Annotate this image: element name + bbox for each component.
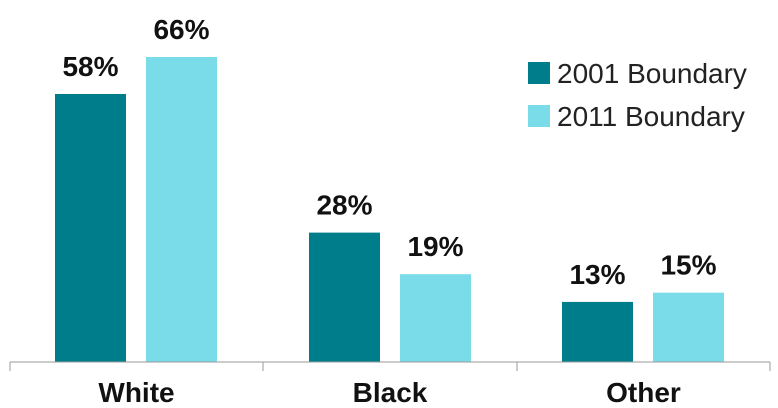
bar-black-series-1	[309, 232, 380, 362]
data-label-white-series-2: 66%	[153, 14, 209, 45]
data-label-black-series-1: 28%	[316, 190, 372, 221]
bar-white-series-2	[146, 57, 217, 362]
data-label-white-series-1: 58%	[62, 51, 118, 82]
bars-layer	[55, 57, 724, 362]
legend: 2001 Boundary 2011 Boundary	[528, 58, 747, 132]
x-tick-label-black: Black	[353, 377, 428, 408]
legend-label-series-2: 2011 Boundary	[557, 101, 745, 132]
x-tick-label-white: White	[98, 377, 174, 408]
bar-other-series-1	[562, 301, 633, 362]
x-axis: White Black Other	[9, 361, 771, 408]
bar-other-series-2	[653, 292, 724, 362]
legend-swatch-series-2	[528, 105, 550, 127]
data-label-other-series-1: 13%	[569, 259, 625, 290]
data-label-other-series-2: 15%	[660, 250, 716, 281]
data-label-black-series-2: 19%	[407, 231, 463, 262]
bar-white-series-1	[55, 93, 126, 362]
data-labels-layer: 58% 66% 28% 19% 13% 15%	[62, 14, 716, 290]
bar-black-series-2	[400, 274, 471, 362]
x-tick-label-other: Other	[606, 377, 681, 408]
legend-label-series-1: 2001 Boundary	[557, 58, 747, 89]
legend-swatch-series-1	[528, 62, 550, 84]
